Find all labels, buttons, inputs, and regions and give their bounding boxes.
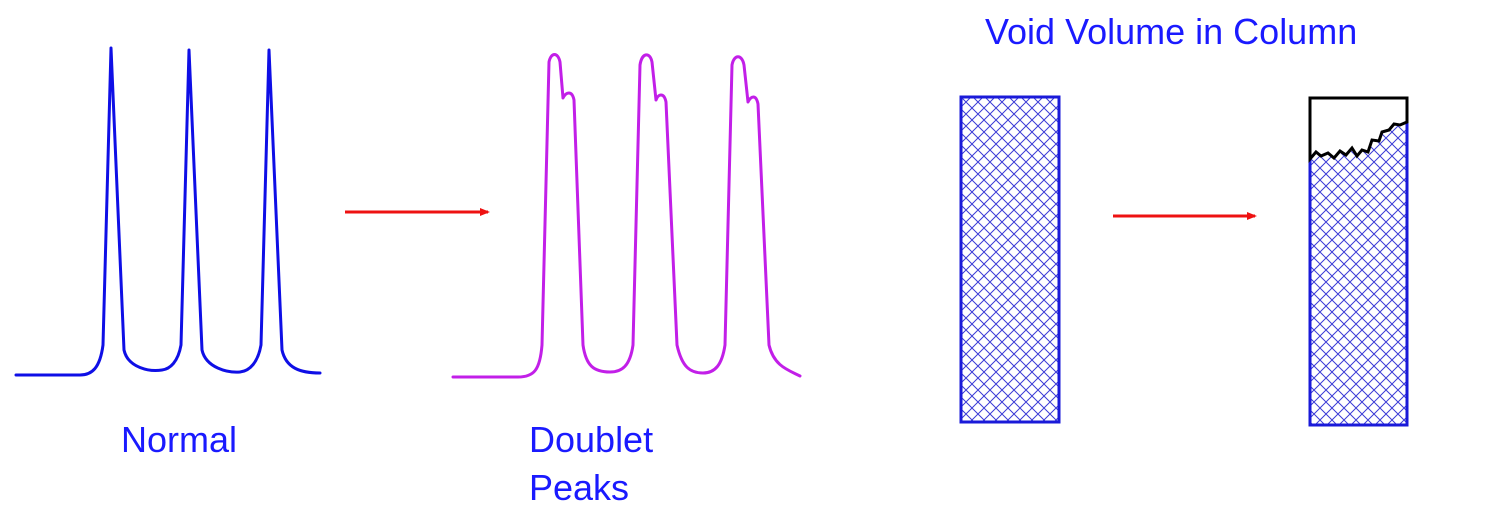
void-space: [1308, 96, 1409, 164]
doublet-chromatogram-trace: [451, 53, 802, 379]
doublet-label-line2: Peaks: [529, 467, 630, 508]
doublet-label-line1: Doublet: [529, 419, 654, 460]
void-volume-title: Void Volume in Column: [985, 11, 1358, 52]
normal-label: Normal: [121, 419, 238, 460]
packed-column: [959, 95, 1061, 424]
normal-chromatogram-trace: [14, 46, 322, 377]
voided-column: [1308, 96, 1409, 427]
